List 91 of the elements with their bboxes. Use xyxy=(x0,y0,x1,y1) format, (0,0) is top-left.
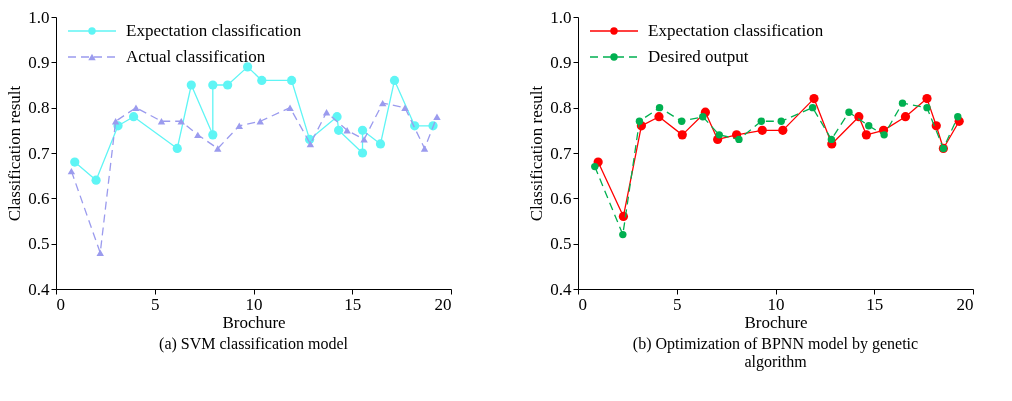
legend-label: Expectation classification xyxy=(648,21,824,40)
y-tick-label: 1.0 xyxy=(550,7,572,27)
point xyxy=(378,99,387,107)
point xyxy=(70,157,80,167)
point xyxy=(375,139,386,149)
y-tick-label: 0.4 xyxy=(28,279,50,299)
point xyxy=(357,125,368,135)
x-tick-label: 10 xyxy=(767,294,785,314)
point xyxy=(357,148,368,158)
point xyxy=(306,140,315,148)
legend-label: Actual classification xyxy=(126,47,266,66)
y-axis-title: Classification result xyxy=(527,85,547,222)
y-tick-label: 0.7 xyxy=(550,143,572,163)
point xyxy=(898,99,907,107)
point xyxy=(757,117,765,125)
point xyxy=(334,125,344,135)
point xyxy=(360,136,368,143)
point xyxy=(129,112,139,122)
x-tick-label: 5 xyxy=(673,294,682,314)
y-tick-label: 0.5 xyxy=(550,234,572,254)
y-tick-label: 0.6 xyxy=(550,188,572,208)
y-tick-label: 0.9 xyxy=(28,52,50,72)
point xyxy=(286,104,294,111)
y-tick-label: 0.9 xyxy=(550,52,572,72)
x-tick-label: 0 xyxy=(578,294,587,314)
y-tick-label: 0.6 xyxy=(28,188,50,208)
point xyxy=(922,94,932,104)
point xyxy=(287,75,297,86)
point xyxy=(757,125,767,135)
point xyxy=(420,145,429,152)
x-tick-label: 5 xyxy=(151,294,160,314)
point xyxy=(865,122,873,130)
point xyxy=(655,103,664,112)
point xyxy=(235,122,243,130)
point xyxy=(777,117,785,125)
text: (a) SVM classification model xyxy=(159,335,349,353)
x-tick-label: 15 xyxy=(866,294,884,314)
point xyxy=(67,167,76,175)
point xyxy=(257,75,267,86)
point xyxy=(591,162,599,171)
point xyxy=(208,80,218,90)
point xyxy=(699,113,707,121)
x-tick-label: 10 xyxy=(245,294,263,314)
point xyxy=(194,131,202,139)
x-tick-label: 20 xyxy=(956,294,974,314)
point xyxy=(242,62,253,72)
point xyxy=(96,249,104,256)
point xyxy=(186,80,196,90)
point xyxy=(735,135,743,144)
point xyxy=(861,130,871,140)
point xyxy=(880,131,888,139)
x-axis-title: Brochure xyxy=(222,312,286,332)
y-tick-label: 0.4 xyxy=(550,279,572,299)
point xyxy=(208,130,218,140)
point xyxy=(900,112,911,122)
point xyxy=(433,113,441,120)
point xyxy=(827,135,836,144)
point xyxy=(809,94,819,104)
point xyxy=(778,125,788,135)
point xyxy=(172,143,182,154)
y-tick-label: 1.0 xyxy=(28,7,50,27)
point xyxy=(677,130,687,140)
point xyxy=(954,113,962,121)
point xyxy=(214,145,222,152)
point xyxy=(223,80,233,90)
x-tick-label: 20 xyxy=(434,294,452,314)
point xyxy=(635,117,644,125)
point xyxy=(715,131,723,139)
x-tick-label: 15 xyxy=(344,294,362,314)
point xyxy=(677,117,686,125)
point xyxy=(91,175,101,185)
point xyxy=(654,112,664,122)
x-axis-title: Brochure xyxy=(744,312,808,332)
y-tick-label: 0.5 xyxy=(28,234,50,254)
point xyxy=(808,103,817,112)
point xyxy=(132,104,140,111)
point xyxy=(923,103,931,112)
x-tick-label: 0 xyxy=(56,294,65,314)
point xyxy=(619,230,627,239)
y-tick-label: 0.8 xyxy=(550,98,572,118)
point xyxy=(343,127,351,134)
y-tick-label: 0.7 xyxy=(28,143,50,163)
text: (b) Optimization of BPNN model by genetic algorithm xyxy=(632,335,919,371)
y-tick-label: 0.8 xyxy=(28,98,50,118)
y-axis-title: Classification result xyxy=(5,85,25,222)
point xyxy=(389,75,400,86)
point xyxy=(845,108,853,116)
legend-label: Expectation classification xyxy=(126,21,302,40)
legend-label: Desired output xyxy=(648,47,749,66)
point xyxy=(618,211,629,222)
point xyxy=(401,104,409,111)
